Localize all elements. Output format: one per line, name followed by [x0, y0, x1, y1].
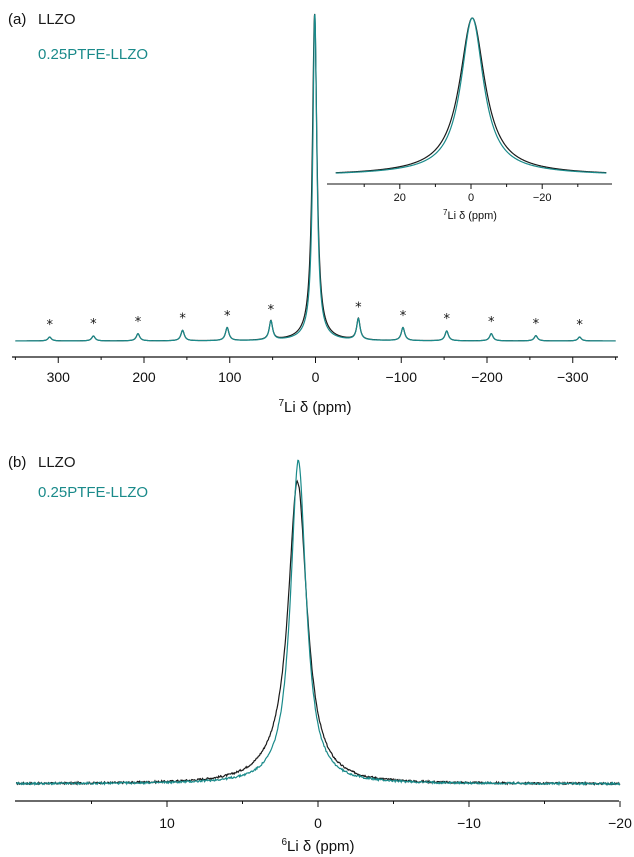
- inset-x-tick-label: −20: [533, 192, 552, 204]
- panel-a-x-axis-text: Li δ (ppm): [284, 399, 352, 416]
- panel-b-x-tick-label: −20: [608, 815, 632, 831]
- sideband-marker: *: [488, 315, 495, 330]
- sideband-marker: *: [135, 315, 142, 330]
- panel-a-x-axis-title: 7Li δ (ppm): [278, 398, 351, 416]
- sideband-marker: *: [400, 309, 407, 324]
- sideband-marker: *: [443, 312, 450, 327]
- panel-a-sideband-markers: * * * * * * * * * * * *: [46, 301, 583, 333]
- sideband-marker: *: [224, 309, 231, 324]
- sideband-marker: *: [533, 317, 540, 332]
- sideband-marker: *: [179, 312, 186, 327]
- panel-b: (b) LLZO 0.25PTFE-LLZO 10 0 −10 −20 6Li δ (…: [8, 454, 632, 855]
- panel-a-x-tick-label: 300: [47, 369, 71, 385]
- panel-a-series-ptfe: [15, 15, 615, 341]
- panel-b-series-ptfe: [16, 460, 620, 784]
- panel-b-legend-llzo: LLZO: [38, 454, 76, 471]
- panel-a-legend-ptfe: 0.25PTFE-LLZO: [38, 46, 148, 63]
- inset-x-ticks: 20 0 −20: [364, 184, 578, 204]
- panel-b-x-axis-title: 6Li δ (ppm): [281, 837, 354, 855]
- panel-b-series-llzo: [16, 481, 620, 784]
- sideband-marker: *: [90, 317, 97, 332]
- panel-b-x-tick-label: 0: [314, 815, 322, 831]
- sideband-marker: *: [355, 301, 362, 316]
- panel-b-x-tick-label: 10: [159, 815, 175, 831]
- panel-a-label: (a): [8, 11, 26, 28]
- panel-a-x-tick-label: 0: [312, 369, 320, 385]
- panel-b-legend-ptfe: 0.25PTFE-LLZO: [38, 484, 148, 501]
- panel-a-x-tick-label: 200: [132, 369, 156, 385]
- panel-a-x-tick-label: −200: [471, 369, 503, 385]
- sideband-marker: *: [268, 303, 275, 318]
- inset-series-llzo: [336, 18, 607, 173]
- panel-b-x-axis-text: Li δ (ppm): [287, 838, 355, 855]
- panel-b-label: (b): [8, 454, 26, 471]
- panel-a: (a) LLZO 0.25PTFE-LLZO * * * * * * * * * * * * 300 2…: [8, 11, 618, 416]
- inset-x-axis-text: Li δ (ppm): [447, 210, 497, 222]
- inset-x-tick-label: 0: [468, 192, 474, 204]
- sideband-marker: *: [46, 318, 53, 333]
- inset-x-tick-label: 20: [394, 192, 406, 204]
- inset-series-ptfe: [336, 18, 607, 173]
- panel-a-x-tick-label: −300: [557, 369, 589, 385]
- panel-a-x-ticks: 300 200 100 0 −100 −200 −300: [15, 357, 615, 385]
- sideband-marker: *: [576, 318, 583, 333]
- panel-b-x-tick-label: −10: [457, 815, 481, 831]
- panel-a-x-tick-label: 100: [218, 369, 242, 385]
- panel-a-x-tick-label: −100: [385, 369, 417, 385]
- panel-b-x-ticks: 10 0 −10 −20: [92, 801, 633, 831]
- panel-a-legend-llzo: LLZO: [38, 11, 76, 28]
- inset-x-axis-title: 7Li δ (ppm): [443, 208, 497, 222]
- panel-a-inset: 20 0 −20 7Li δ (ppm): [327, 18, 612, 222]
